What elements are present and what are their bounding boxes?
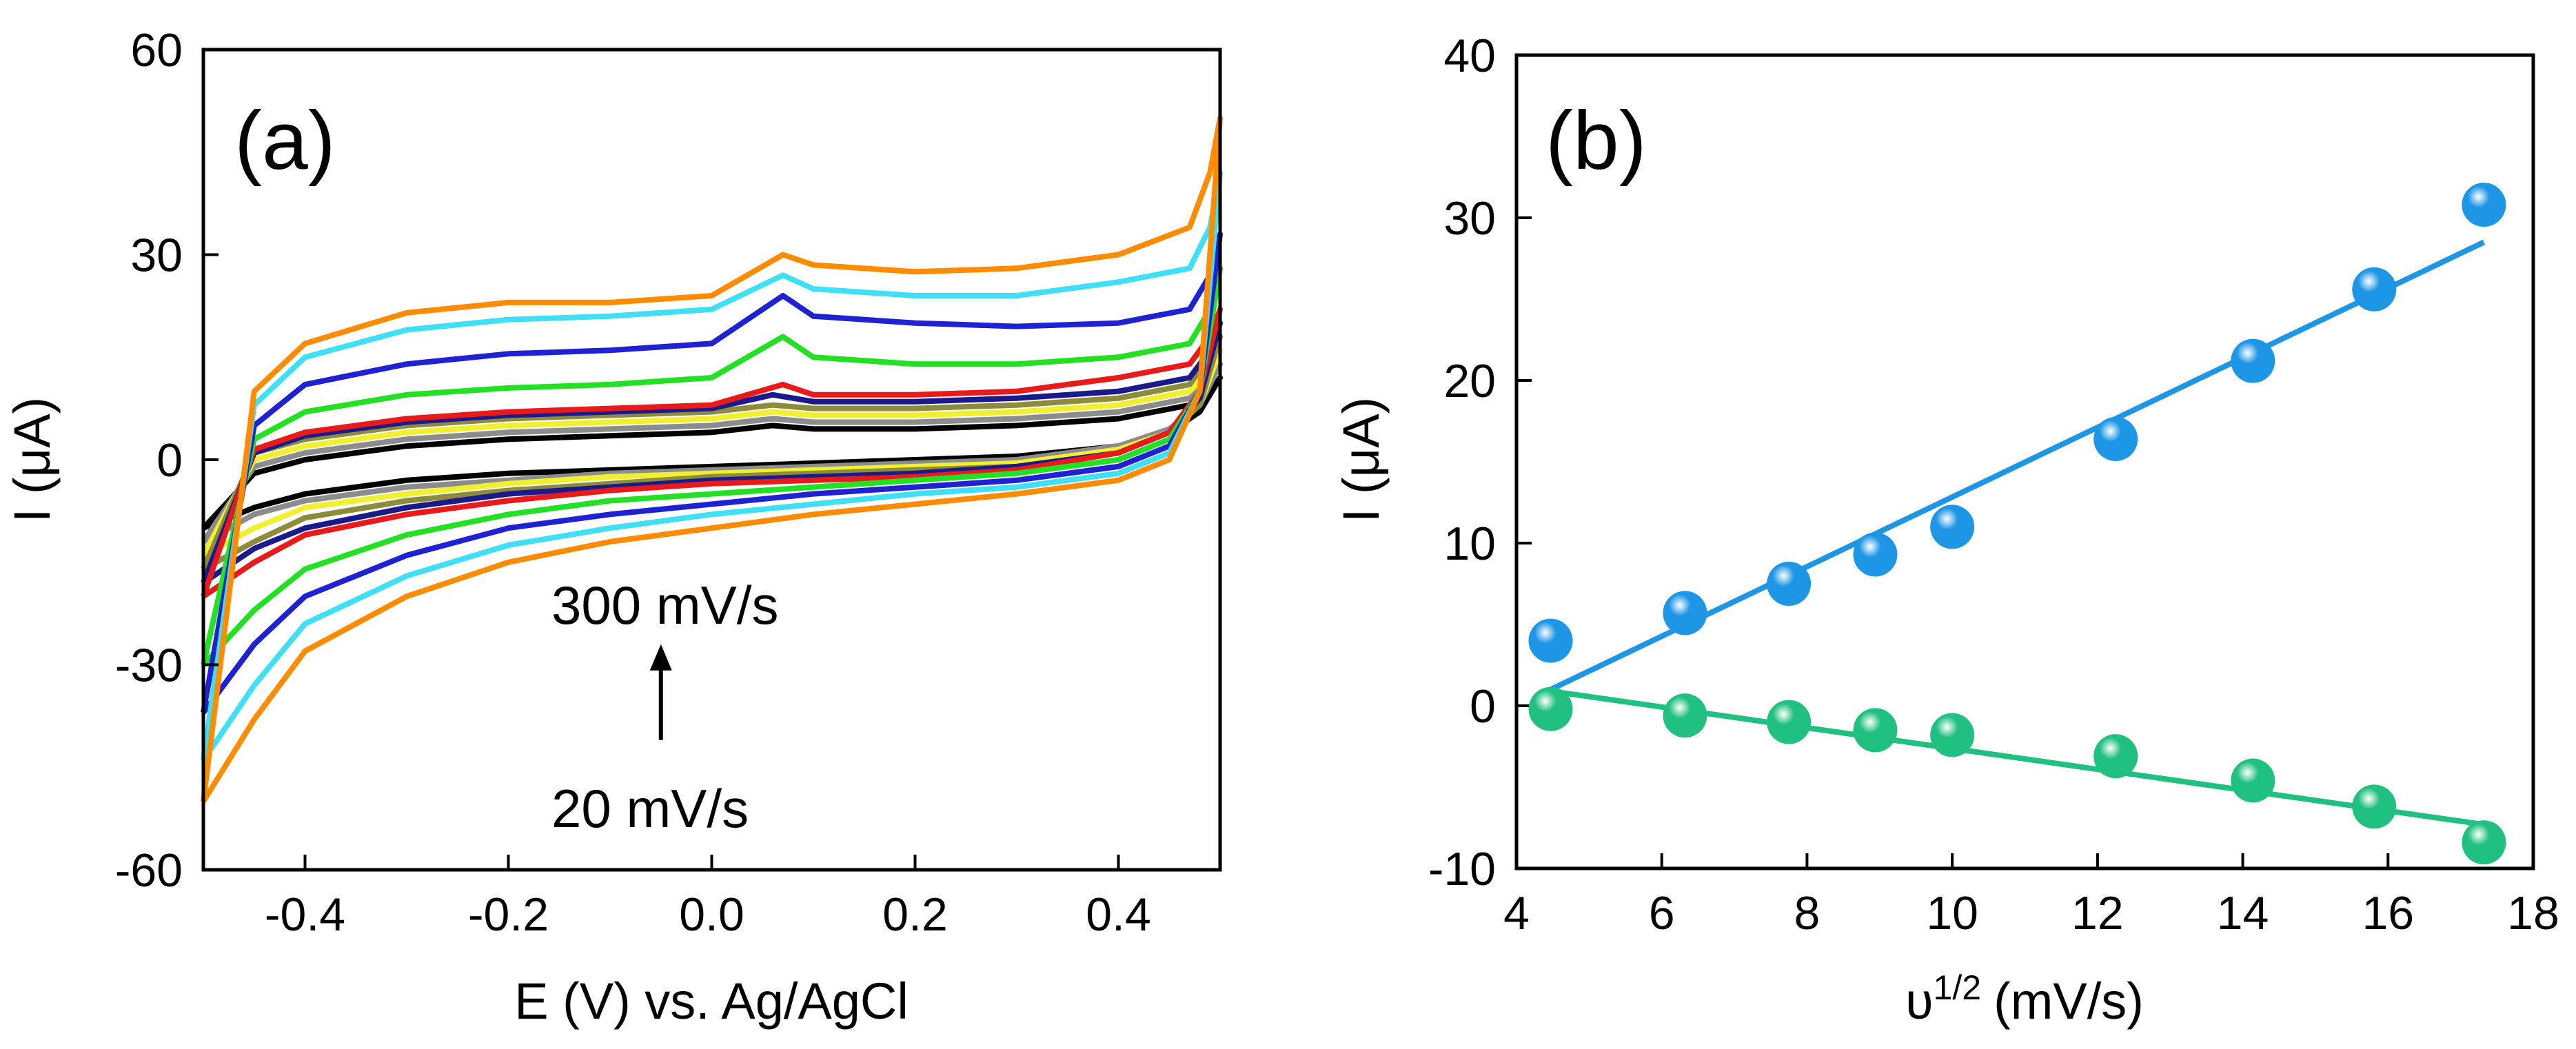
y-tick-label-b: -10 <box>1428 843 1496 895</box>
anodic-point <box>1528 618 1573 663</box>
y-tick-label-b: 30 <box>1443 192 1496 245</box>
x-tick-label-a: 0.0 <box>679 888 744 941</box>
cv-curve-6 <box>201 306 1223 599</box>
cathodic-point <box>1930 713 1975 757</box>
x-tick-label-b: 6 <box>1649 887 1675 939</box>
cathodic-point <box>1528 686 1573 731</box>
anodic-point <box>2462 183 2506 227</box>
y-tick-label-a: 60 <box>130 24 183 77</box>
y-tick-label-b: 10 <box>1443 518 1496 570</box>
panel-b: 4 6 8 10 12 14 16 18 -10 0 10 20 30 40 (b) υ1/2 (mV/s)… <box>1332 30 2559 1030</box>
x-tick-label-b: 14 <box>2217 887 2269 939</box>
panel-a: -0.4 -0.2 0.0 0.2 0.4 -60 -30 0 30 60 (a) 300 mV/… <box>3 24 1223 1030</box>
x-axis-title-b: υ1/2 (mV/s) <box>1905 968 2144 1030</box>
x-tick-label-b: 4 <box>1503 887 1530 939</box>
x-axis-units-b: (mV/s) <box>1994 972 2144 1030</box>
anodic-point <box>1930 505 1975 549</box>
x-tick-label-a: -0.4 <box>265 888 345 941</box>
cathodic-point <box>2093 734 2138 779</box>
y-tick-label-a: 30 <box>130 230 183 282</box>
x-tick-label-a: -0.2 <box>468 888 549 941</box>
annotation-arrow <box>649 644 672 740</box>
b-fits <box>1549 239 2486 828</box>
cathodic-point <box>1663 693 1707 738</box>
anodic-point <box>1767 562 1812 606</box>
b-ticks: 4 6 8 10 12 14 16 18 -10 0 10 20 30 40 <box>1428 30 2559 939</box>
cathodic-point <box>2231 758 2275 803</box>
b-points <box>1528 183 2506 865</box>
panel-label-a: (a) <box>234 94 336 187</box>
anodic-point <box>1663 591 1707 635</box>
x-axis-title-a: E (V) vs. Ag/AgCl <box>514 972 909 1030</box>
x-tick-label-a: 0.2 <box>882 888 948 941</box>
panel-label-b: (b) <box>1545 94 1647 187</box>
x-tick-label-b: 18 <box>2507 887 2559 939</box>
y-tick-label-b: 40 <box>1443 30 1496 82</box>
y-tick-label-a: 0 <box>156 434 183 487</box>
x-axis-superscript-b: 1/2 <box>1934 968 1982 1007</box>
annotation-bottom: 20 mV/s <box>551 778 749 839</box>
x-tick-label-b: 8 <box>1794 887 1821 939</box>
cathodic-point <box>1767 700 1812 744</box>
x-axis-symbol-b: υ <box>1905 972 1933 1030</box>
a-curves <box>201 115 1223 803</box>
cv-curve-1 <box>201 375 1223 531</box>
cathodic-point <box>2462 820 2506 865</box>
cathodic-point <box>2352 784 2397 829</box>
y-tick-label-a: -60 <box>115 844 183 897</box>
cv-curve-10 <box>201 115 1223 803</box>
x-tick-label-b: 16 <box>2362 887 2414 939</box>
y-tick-label-a: -30 <box>115 640 183 692</box>
anodic-point <box>2231 338 2275 383</box>
y-tick-label-b: 0 <box>1470 680 1496 733</box>
anodic-point <box>2352 267 2397 312</box>
annotation-top: 300 mV/s <box>551 575 778 635</box>
y-axis-title-a: I (μA) <box>3 397 61 522</box>
plot-frame-b <box>1514 53 2535 870</box>
x-tick-label-a: 0.4 <box>1086 888 1151 941</box>
arrow-head <box>649 644 672 671</box>
x-tick-label-b: 12 <box>2071 887 2124 939</box>
cathodic-point <box>1853 708 1898 753</box>
anodic-point <box>2093 416 2138 461</box>
y-axis-title-b: I (μA) <box>1332 397 1390 522</box>
x-tick-label-b: 10 <box>1926 887 1978 939</box>
a-ticks: -0.4 -0.2 0.0 0.2 0.4 -60 -30 0 30 60 <box>115 24 1151 941</box>
anodic-point <box>1853 532 1898 577</box>
y-tick-label-b: 20 <box>1443 355 1496 407</box>
